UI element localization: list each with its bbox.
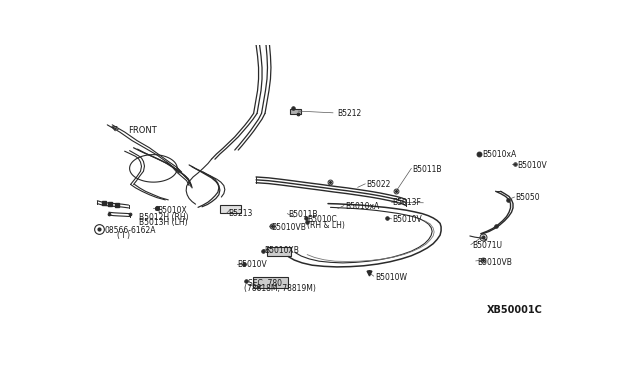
Bar bbox=[291, 109, 301, 114]
Text: FRONT: FRONT bbox=[128, 126, 157, 135]
Text: (78818M, 78819M): (78818M, 78819M) bbox=[244, 284, 316, 293]
Text: B5012H (RH): B5012H (RH) bbox=[138, 214, 188, 222]
Text: B5212: B5212 bbox=[337, 109, 361, 118]
Text: B5071U: B5071U bbox=[472, 241, 502, 250]
Text: XB50001C: XB50001C bbox=[486, 305, 543, 315]
Text: B5011B: B5011B bbox=[412, 165, 442, 174]
Text: B5022: B5022 bbox=[367, 180, 391, 189]
Text: B5010X: B5010X bbox=[157, 206, 187, 215]
Text: B5050: B5050 bbox=[515, 193, 540, 202]
Text: B5010V: B5010V bbox=[518, 161, 547, 170]
Text: ( I ): ( I ) bbox=[117, 231, 130, 240]
Text: B5013F: B5013F bbox=[392, 198, 421, 207]
Text: SEC. 780: SEC. 780 bbox=[248, 279, 282, 288]
Text: B5010VB: B5010VB bbox=[271, 223, 306, 232]
Text: B5010V: B5010V bbox=[392, 215, 422, 224]
Text: B5010xA: B5010xA bbox=[482, 150, 516, 158]
Text: B5013H (LH): B5013H (LH) bbox=[138, 218, 187, 227]
Text: B5010VB: B5010VB bbox=[477, 258, 511, 267]
Bar bbox=[253, 277, 288, 288]
Text: B5010W: B5010W bbox=[375, 273, 407, 282]
Text: B5010xA: B5010xA bbox=[346, 202, 380, 211]
Text: B5010V: B5010V bbox=[237, 260, 268, 269]
Text: B5010XB: B5010XB bbox=[264, 246, 300, 255]
Bar bbox=[268, 247, 291, 256]
Text: B5213: B5213 bbox=[228, 209, 252, 218]
Text: B5011B: B5011B bbox=[288, 210, 318, 219]
Bar bbox=[220, 205, 241, 213]
Text: (RH & LH): (RH & LH) bbox=[307, 221, 345, 230]
Text: B5010C: B5010C bbox=[307, 215, 337, 224]
Text: 08566-6162A: 08566-6162A bbox=[105, 226, 156, 235]
